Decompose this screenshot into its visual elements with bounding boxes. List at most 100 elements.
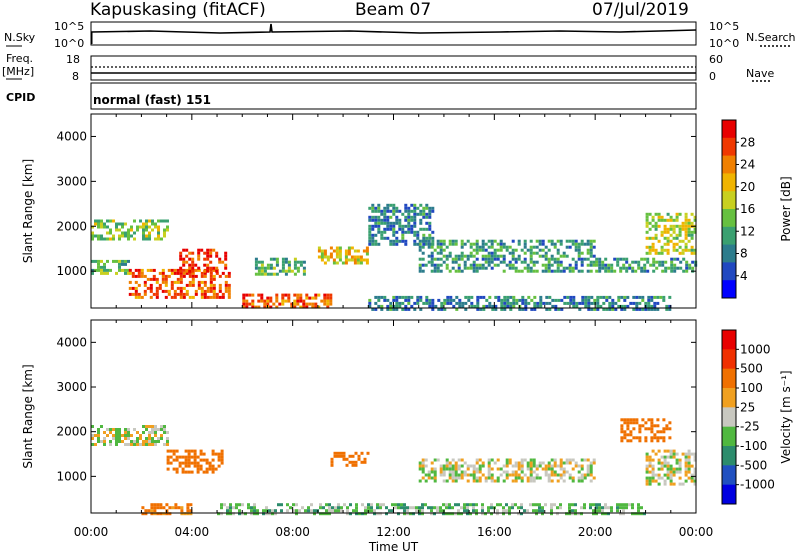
echo-cell (182, 295, 186, 299)
echo-cell (433, 458, 437, 462)
echo-cell (559, 458, 563, 462)
echo-cell (202, 458, 206, 462)
echo-cell (478, 458, 482, 462)
echo-cell (460, 245, 464, 249)
echo-cell (448, 473, 452, 477)
echo-cell (451, 512, 454, 516)
echo-cell (404, 295, 408, 299)
echo-cell (160, 428, 163, 431)
echo-cell (598, 503, 601, 507)
echo-cell (563, 301, 567, 305)
echo-cell (666, 248, 670, 252)
echo-cell (174, 506, 178, 510)
echo-cell (182, 271, 186, 275)
echo-cell (481, 464, 485, 468)
echo-cell (217, 464, 221, 468)
echo-cell (660, 476, 664, 480)
echo-cell (91, 434, 94, 437)
echo-cell (592, 239, 596, 243)
echo-cell (690, 212, 694, 216)
echo-cell (668, 307, 672, 311)
echo-cell (106, 237, 109, 241)
echo-cell (669, 233, 673, 237)
echo-cell (100, 265, 103, 269)
echo-cell (505, 476, 509, 480)
echo-cell (644, 421, 648, 425)
echo-cell (687, 476, 691, 480)
echo-cell (481, 257, 485, 261)
echo-cell (383, 298, 387, 302)
echo-cell (526, 269, 530, 273)
echo-cell (332, 249, 336, 253)
echo-cell (189, 509, 193, 513)
echo-cell (556, 506, 559, 510)
echo-cell (163, 234, 166, 238)
echo-cell (550, 503, 553, 507)
echo-cell (368, 304, 372, 308)
echo-cell (418, 512, 421, 516)
echo-cell (496, 254, 500, 258)
echo-cell (672, 242, 676, 246)
echo-cell (650, 307, 654, 311)
echo-cell (203, 251, 207, 255)
echo-cell (499, 242, 503, 246)
echo-cell (121, 434, 124, 437)
echo-cell (365, 258, 369, 262)
echo-cell (254, 305, 258, 309)
y-tick-label: 1000 (56, 264, 87, 278)
echo-cell (221, 271, 225, 275)
echo-cell (145, 219, 148, 223)
echo-cell (472, 248, 476, 252)
echo-cell (404, 307, 408, 311)
echo-cell (626, 421, 630, 425)
echo-cell (463, 242, 467, 246)
echo-cell (436, 269, 440, 273)
echo-cell (535, 503, 538, 507)
echo-cell (511, 473, 515, 477)
echo-cell (568, 476, 572, 480)
echo-cell (653, 304, 657, 308)
echo-cell (569, 295, 573, 299)
echo-cell (511, 239, 515, 243)
echo-cell (521, 301, 525, 305)
power-panel (90, 113, 698, 311)
echo-cell (632, 307, 636, 311)
echo-cell (657, 461, 661, 465)
echo-region (645, 449, 697, 486)
echo-cell (506, 295, 510, 299)
echo-cell (547, 266, 551, 270)
echo-cell (614, 301, 618, 305)
colorbar-swatch (722, 465, 736, 486)
echo-cell (186, 503, 190, 507)
echo-cell (581, 301, 585, 305)
echo-cell (592, 245, 596, 249)
echo-cell (547, 269, 551, 273)
echo-cell (657, 215, 661, 219)
echo-cell (362, 249, 366, 253)
echo-cell (136, 440, 139, 443)
echo-cell (451, 476, 455, 480)
echo-cell (185, 269, 189, 273)
echo-cell (154, 431, 157, 434)
echo-cell (454, 473, 458, 477)
echo-cell (176, 268, 180, 272)
echo-cell (687, 461, 691, 465)
echo-cell (514, 266, 518, 270)
echo-cell (371, 218, 375, 222)
echo-cell (487, 464, 491, 468)
echo-cell (684, 245, 688, 249)
x-tick-label: 04:00 (175, 525, 210, 539)
echo-cell (660, 251, 664, 255)
echo-cell (433, 512, 436, 516)
echo-cell (431, 209, 435, 213)
echo-cell (668, 427, 672, 431)
echo-cell (571, 266, 575, 270)
echo-cell (517, 239, 521, 243)
echo-cell (176, 277, 180, 281)
echo-cell (638, 427, 642, 431)
echo-cell (146, 286, 150, 290)
echo-cell (638, 424, 642, 428)
echo-cell (203, 280, 207, 284)
echo-cell (678, 245, 682, 249)
